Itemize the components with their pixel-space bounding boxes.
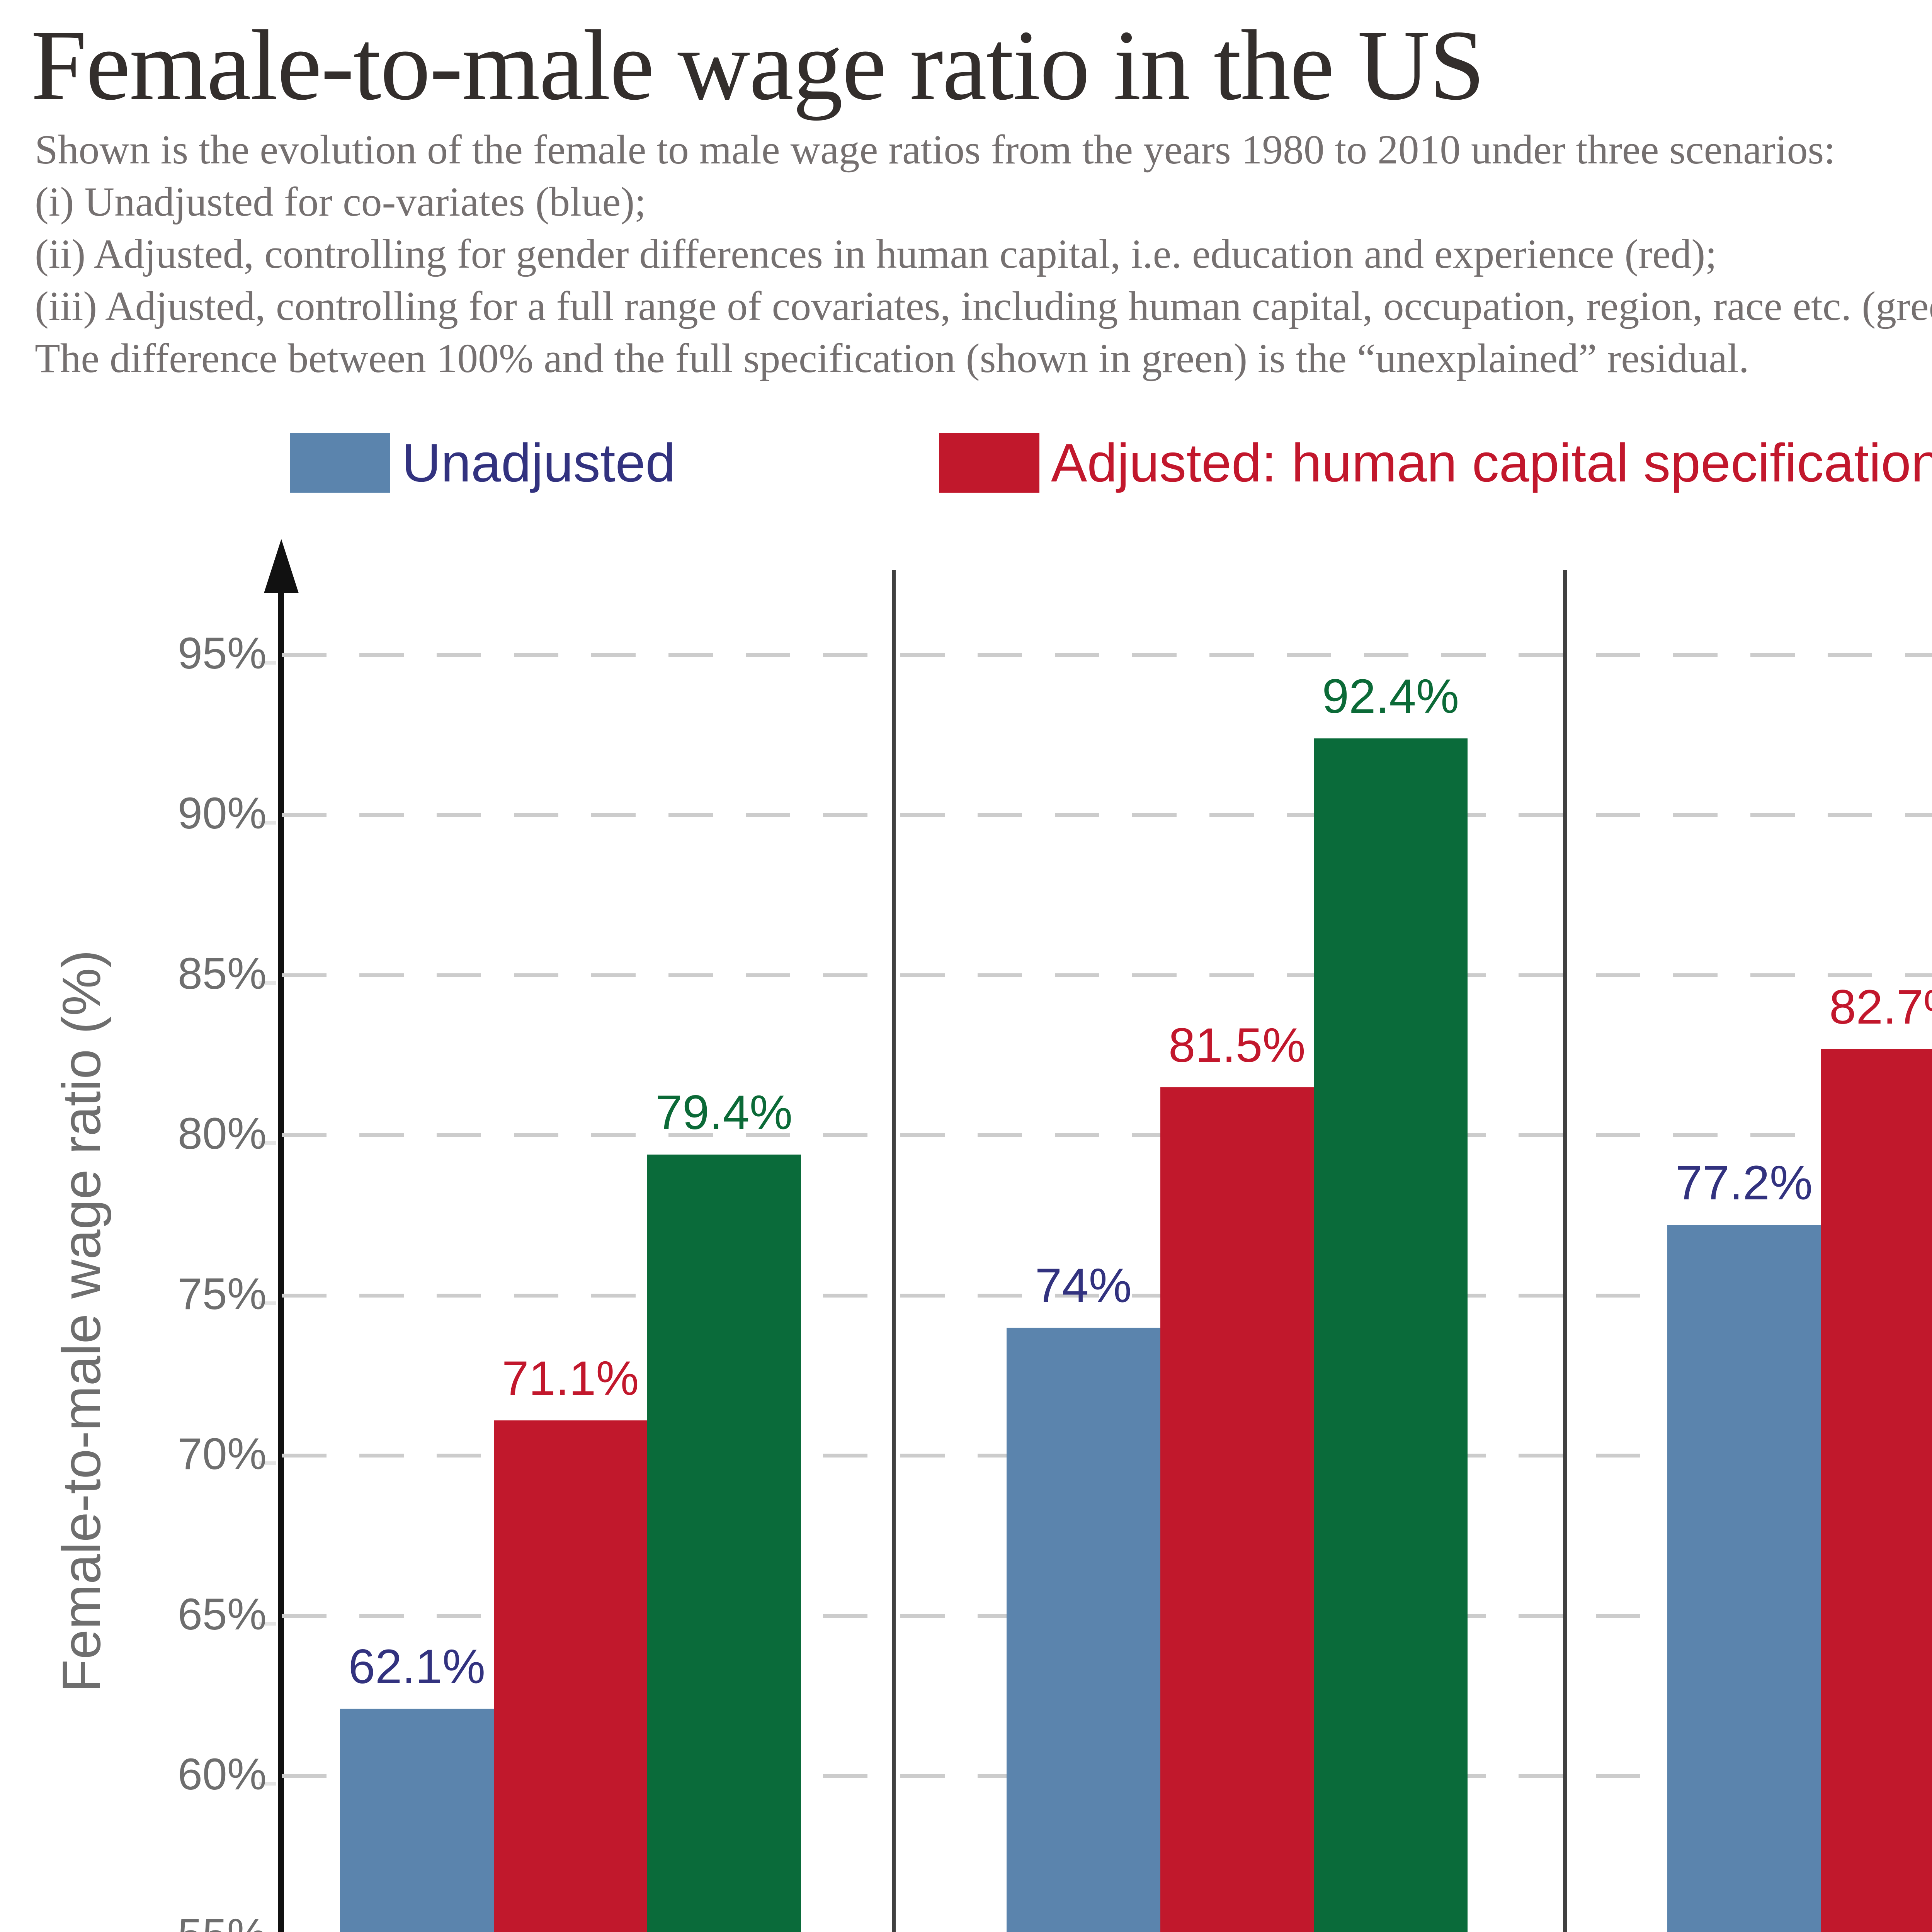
- group-separator-line: [891, 570, 896, 1932]
- bar-value-label: 62.1%: [348, 1640, 485, 1694]
- y-tick-label: 65%: [177, 1589, 267, 1639]
- y-axis-title: Female-to-male wage ratio (%): [51, 950, 112, 1692]
- chart-subtitle: Shown is the evolution of the female to …: [35, 124, 1932, 384]
- subtitle-line: The difference between 100% and the full…: [35, 335, 1749, 381]
- y-tick-label: 70%: [177, 1429, 267, 1479]
- legend-swatch-icon: [290, 433, 390, 493]
- y-tick-icon: [259, 821, 276, 825]
- bar-unadjusted-1980: [340, 1709, 494, 1932]
- y-gridline: [282, 1133, 1932, 1138]
- y-gridline: [282, 973, 1932, 977]
- y-tick-icon: [259, 981, 276, 985]
- y-axis-line: [278, 580, 284, 1932]
- y-tick-label: 90%: [177, 789, 267, 838]
- subtitle-line: (ii) Adjusted, controlling for gender di…: [35, 231, 1717, 277]
- y-gridline: [282, 813, 1932, 817]
- bar-value-label: 79.4%: [655, 1086, 793, 1140]
- y-tick-icon: [259, 661, 276, 665]
- bar-unadjusted-1989: [1007, 1327, 1160, 1932]
- y-gridline: [282, 653, 1932, 657]
- y-tick-icon: [259, 1782, 276, 1786]
- bar-value-label: 82.7%: [1829, 980, 1932, 1034]
- subtitle-line: (iii) Adjusted, controlling for a full r…: [35, 283, 1932, 329]
- group-separator-line: [1563, 570, 1567, 1932]
- y-axis-arrow-icon: [264, 539, 299, 593]
- legend-label: Unadjusted: [402, 432, 676, 493]
- y-tick-icon: [259, 1141, 276, 1145]
- y-tick-icon: [259, 1621, 276, 1626]
- y-tick-label: 95%: [177, 629, 267, 678]
- bar-unadjusted-1999: [1667, 1225, 1821, 1932]
- y-tick-icon: [259, 1301, 276, 1305]
- bar-value-label: 81.5%: [1168, 1019, 1306, 1072]
- bar-value-label: 92.4%: [1322, 669, 1459, 723]
- page-title: Female-to-male wage ratio in the US: [31, 10, 1485, 121]
- subtitle-line: (i) Unadjusted for co-variates (blue);: [35, 179, 646, 225]
- y-tick-icon: [259, 1461, 276, 1466]
- bar-adjusted-human-capital-specification-1989: [1160, 1087, 1314, 1932]
- bar-adjusted-full-specification-1989: [1314, 738, 1468, 1932]
- y-tick-label: 60%: [177, 1750, 267, 1799]
- legend-label: Adjusted: human capital specification: [1051, 432, 1932, 493]
- y-gridline: [282, 1293, 1932, 1298]
- y-tick-label: 85%: [177, 949, 267, 998]
- bar-adjusted-human-capital-specification-1980: [493, 1420, 647, 1932]
- bar-value-label: 91.4%: [1916, 701, 1932, 756]
- bar-value-label: 71.1%: [502, 1352, 639, 1406]
- y-tick-label: 80%: [177, 1109, 267, 1159]
- legend-swatch-icon: [939, 433, 1039, 493]
- bar-adjusted-full-specification-1980: [647, 1155, 801, 1932]
- subtitle-line: Shown is the evolution of the female to …: [35, 127, 1836, 173]
- y-tick-label: 75%: [177, 1269, 267, 1319]
- bar-value-label: 74%: [1035, 1259, 1132, 1313]
- bar-adjusted-human-capital-specification-1999: [1821, 1049, 1932, 1932]
- bar-value-label: 77.2%: [1675, 1156, 1813, 1210]
- y-tick-label: 55%: [131, 1909, 267, 1932]
